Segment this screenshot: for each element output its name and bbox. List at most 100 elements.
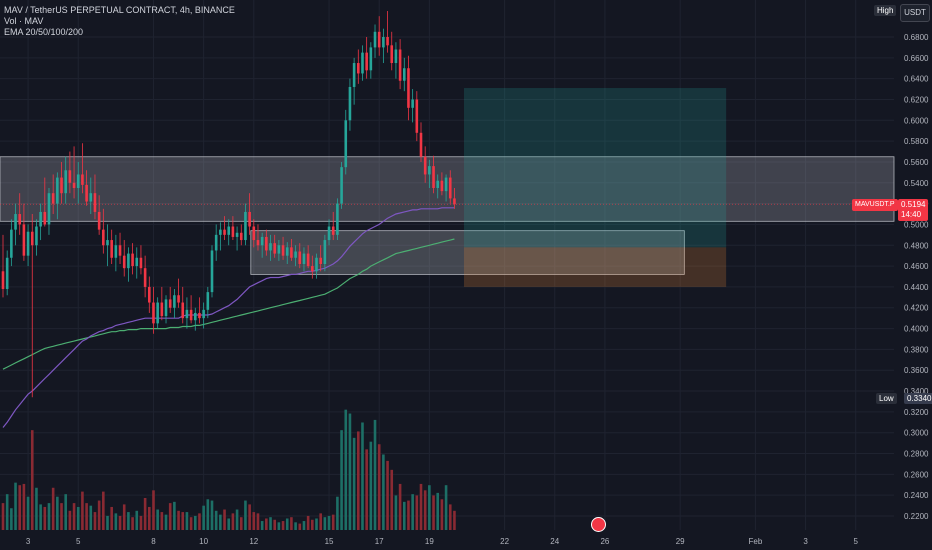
volume-bar — [352, 437, 356, 530]
stop-zone — [463, 247, 727, 287]
volume-bar — [198, 513, 201, 530]
y-tick-label: 0.4800 — [904, 241, 929, 250]
candle-body — [453, 198, 456, 205]
volume-bar — [311, 519, 314, 530]
volume-bar — [252, 512, 256, 530]
candle-body — [436, 180, 440, 188]
candle-body — [223, 229, 226, 235]
volume-bar — [110, 506, 113, 530]
candle-body — [331, 226, 335, 235]
candle-body — [386, 37, 389, 46]
volume-bar — [122, 504, 126, 530]
volume-bar — [10, 508, 13, 530]
y-tick-label: 0.2800 — [904, 450, 929, 459]
candle-body — [60, 177, 63, 194]
volume-bar — [448, 504, 452, 530]
volume-bar — [315, 518, 318, 530]
volume-bar — [419, 483, 423, 530]
candle-body — [139, 257, 143, 269]
volume-bar — [386, 460, 389, 530]
y-tick-label: 0.6000 — [904, 116, 929, 125]
volume-bar — [227, 518, 231, 530]
volume-bar — [444, 485, 448, 530]
y-tick-label: 0.5000 — [904, 220, 929, 229]
candle-body — [344, 120, 348, 168]
volume-bar — [35, 487, 38, 530]
volume-bar — [398, 483, 402, 530]
low-label: Low — [876, 393, 897, 404]
high-label: High — [874, 5, 897, 16]
y-tick-label: 0.6400 — [904, 75, 929, 84]
x-tick-label: Feb — [749, 537, 763, 546]
volume-indicator-label[interactable]: Vol · MAV — [4, 16, 44, 26]
volume-bar — [72, 503, 76, 530]
candle-body — [177, 295, 180, 303]
candle-body — [118, 245, 122, 256]
candle-body — [336, 203, 339, 235]
candle-body — [135, 257, 139, 267]
volume-bar — [344, 409, 348, 530]
volume-bar — [173, 501, 176, 530]
y-tick-label: 0.3000 — [904, 429, 929, 438]
volume-bar — [106, 515, 109, 530]
candle-body — [302, 253, 306, 265]
candle-body — [402, 68, 406, 81]
candle-body — [256, 240, 260, 246]
volume-bar — [323, 517, 327, 530]
candle-body — [85, 184, 88, 202]
volume-bar — [402, 501, 406, 530]
volume-bar — [185, 512, 189, 530]
candle-body — [294, 251, 297, 258]
volume-bar — [56, 496, 59, 530]
low-value: 0.3340 — [904, 393, 932, 404]
candle-body — [110, 240, 113, 258]
volume-bar — [43, 506, 47, 530]
volume-bar — [373, 419, 377, 530]
candle-body — [327, 226, 331, 241]
x-tick-label: 29 — [676, 537, 685, 546]
candle-body — [423, 156, 427, 175]
candle-body — [22, 224, 26, 256]
candle-body — [239, 232, 243, 241]
volume-bar — [102, 491, 105, 530]
volume-bar — [114, 513, 118, 530]
volume-bar — [453, 510, 456, 530]
volume-bar — [193, 515, 197, 530]
x-tick-label: 10 — [199, 537, 208, 546]
volume-bar — [327, 515, 331, 530]
candle-body — [93, 193, 97, 212]
candle-body — [227, 226, 231, 235]
volume-bar — [256, 513, 260, 530]
volume-bar — [168, 503, 172, 530]
volume-bar — [1, 503, 5, 530]
symbol-price-tag: MAVUSDT.P — [852, 199, 898, 211]
candle-body — [156, 302, 159, 324]
volume-bar — [152, 490, 155, 530]
candle-body — [143, 268, 147, 287]
volume-bar — [202, 505, 205, 530]
candle-body — [298, 251, 302, 265]
candle-body — [14, 214, 17, 230]
candle-body — [415, 99, 419, 133]
volume-bar — [5, 494, 9, 530]
volume-bar — [160, 512, 164, 530]
candle-body — [311, 266, 314, 272]
candle-body — [377, 31, 381, 48]
candle-body — [76, 174, 80, 188]
currency-button[interactable]: USDT — [900, 4, 930, 22]
candle-body — [10, 229, 13, 258]
ema-indicator-label[interactable]: EMA 20/50/100/200 — [4, 27, 84, 37]
candle-body — [131, 253, 134, 267]
volume-bar — [357, 431, 360, 530]
candle-body — [114, 245, 118, 258]
volume-bar — [139, 515, 143, 530]
y-tick-label: 0.5600 — [904, 158, 929, 167]
candle-body — [5, 257, 9, 289]
y-tick-label: 0.5800 — [904, 137, 929, 146]
candle-body — [97, 211, 101, 230]
candle-body — [198, 312, 201, 319]
us-flag-event-icon[interactable] — [591, 517, 606, 532]
volume-bar — [436, 492, 440, 530]
